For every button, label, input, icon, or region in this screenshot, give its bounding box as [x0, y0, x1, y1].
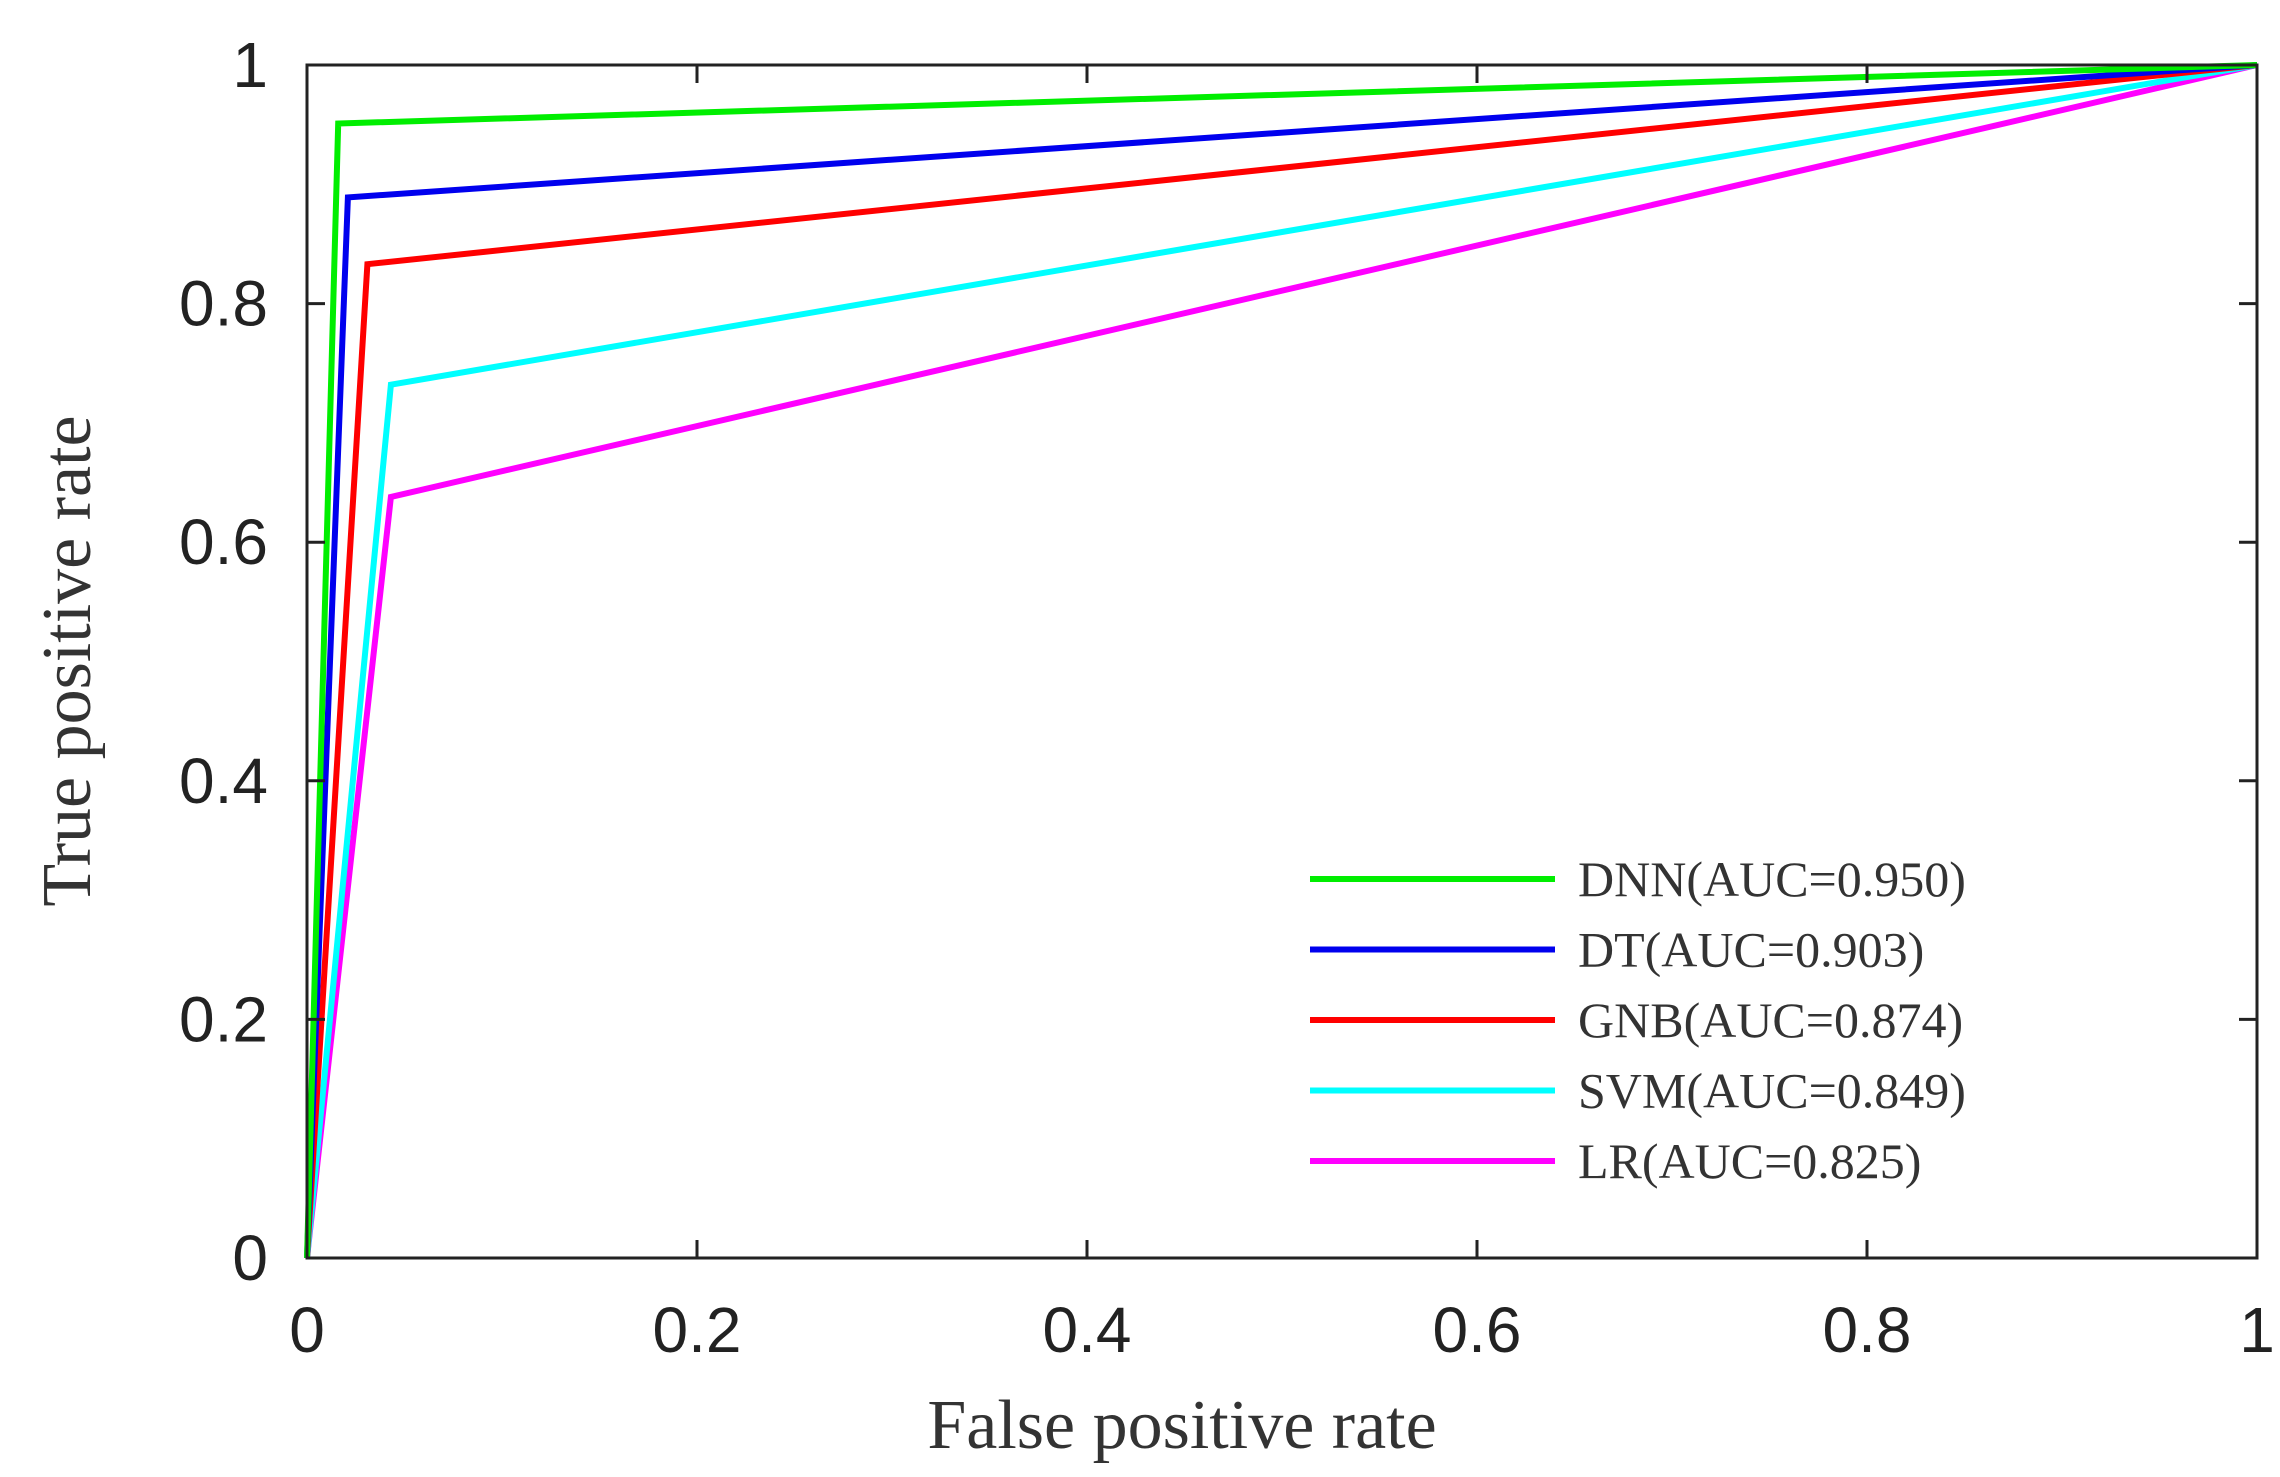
- y-tick-label: 0: [232, 1222, 268, 1294]
- series-line-lr: [304, 62, 2258, 1259]
- axes-layer: [305, 63, 2259, 1260]
- y-axis-title: True positive rate: [29, 415, 106, 906]
- x-tick-label: 0.2: [653, 1294, 742, 1366]
- legend: DNN(AUC=0.950) DT(AUC=0.903) GNB(AUC=0.874…: [1310, 851, 1966, 1189]
- series-line-dt: [304, 62, 2258, 1259]
- legend-label-gnb: GNB(AUC=0.874): [1578, 992, 1963, 1048]
- series-line-gnb: [304, 62, 2258, 1259]
- legend-label-dt: DT(AUC=0.903): [1578, 922, 1924, 978]
- y-tick-label: 0.6: [179, 506, 268, 578]
- y-tick-label: 1: [232, 29, 268, 101]
- x-axis-title: False positive rate: [927, 1387, 1436, 1464]
- x-tick-label: 0.4: [1043, 1294, 1132, 1366]
- x-tick-label: 0: [289, 1294, 325, 1366]
- legend-label-svm: SVM(AUC=0.849): [1578, 1063, 1966, 1119]
- y-tick-label: 0.8: [179, 268, 268, 340]
- series-layer: [304, 62, 2258, 1259]
- plot-frame: [305, 63, 2259, 1260]
- ticks-layer: 0 0.2 0.4 0.6 0.8 1 0 0.2 0.4 0.6 0.8 1: [179, 29, 2275, 1366]
- plot-area: [307, 65, 2257, 1258]
- x-tick-label: 0.8: [1823, 1294, 1912, 1366]
- series-line-dnn: [304, 62, 2258, 1259]
- y-tick-label: 0.2: [179, 983, 268, 1055]
- legend-label-lr: LR(AUC=0.825): [1578, 1133, 1921, 1189]
- legend-label-dnn: DNN(AUC=0.950): [1578, 851, 1966, 907]
- y-tick-label: 0.4: [179, 745, 268, 817]
- x-tick-label: 1: [2239, 1294, 2275, 1366]
- series-line-svm: [304, 62, 2258, 1259]
- x-tick-label: 0.6: [1433, 1294, 1522, 1366]
